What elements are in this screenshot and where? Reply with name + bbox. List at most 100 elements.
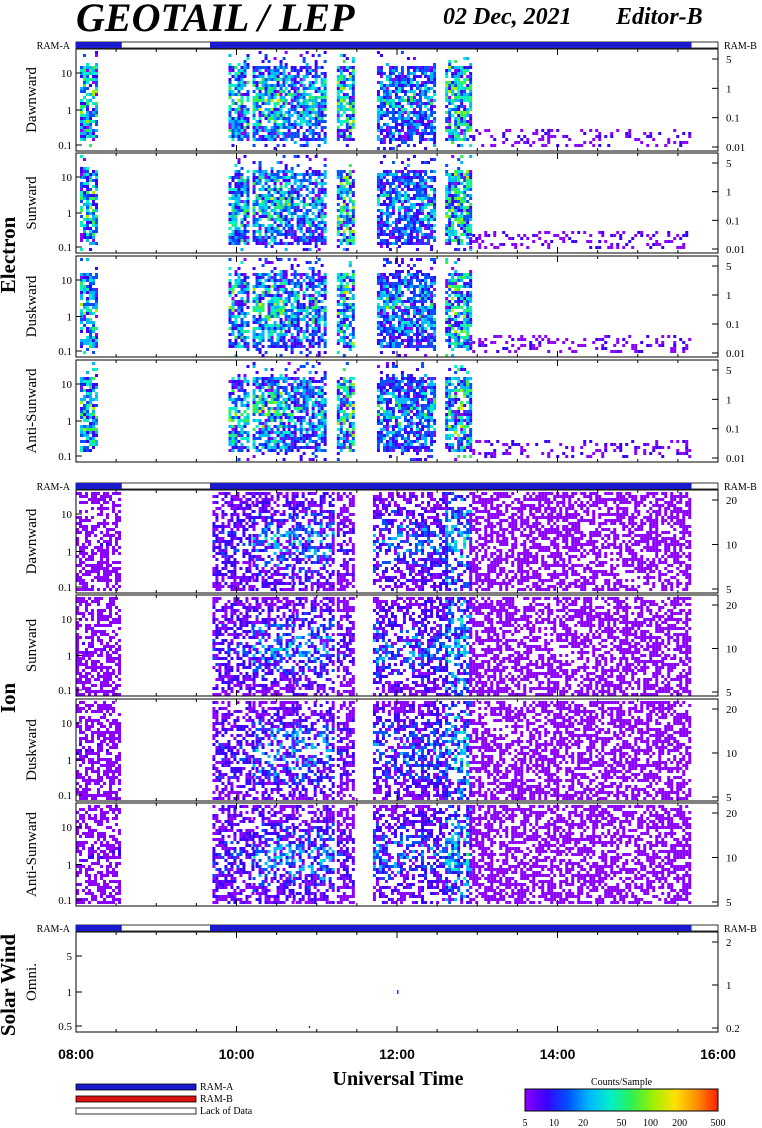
left-tick-label: 1 (67, 651, 73, 663)
colorbar-tick-label: 50 (617, 1118, 627, 1128)
right-tick-label: 10 (726, 540, 738, 552)
legend-swatch (76, 1084, 196, 1090)
right-tick-label: 0.1 (726, 113, 740, 125)
x-tick-label: 14:00 (540, 1046, 576, 1062)
panel-background (76, 932, 718, 1032)
right-tick-label: 0.01 (726, 142, 745, 154)
panel-label: Anti-Sunward (24, 368, 40, 453)
legend-label: RAM-A (200, 1082, 234, 1093)
right-tick-label: 0.1 (726, 319, 740, 331)
ram-a-segment (76, 42, 122, 48)
right-tick-label: 5 (726, 584, 732, 596)
right-tick-label: 0.01 (726, 348, 745, 360)
group-label: Solar Wind (0, 934, 20, 1036)
right-tick-label: 0.1 (726, 215, 740, 227)
left-tick-label: 5 (67, 951, 73, 963)
ram-a-segment (76, 925, 122, 931)
ram-a-segment (76, 483, 122, 489)
right-tick-label: 20 (726, 495, 738, 507)
right-tick-label: 5 (726, 365, 732, 377)
right-tick-label: 10 (726, 853, 738, 865)
left-tick-label: 1 (67, 860, 73, 872)
right-tick-label: 0.01 (726, 453, 745, 465)
right-tick-label: 1 (726, 394, 732, 406)
legend-swatch (76, 1096, 196, 1102)
x-tick-label: 08:00 (58, 1046, 94, 1062)
sw-point (397, 990, 399, 994)
panel-label: Dawnward (24, 67, 40, 133)
right-tick-label: 0.1 (726, 424, 740, 436)
ram-b-label: RAM-B (724, 924, 757, 935)
right-tick-label: 0.2 (726, 1023, 740, 1035)
right-tick-label: 5 (726, 54, 732, 66)
right-tick-label: 5 (726, 261, 732, 273)
left-tick-label: 0.1 (58, 685, 72, 697)
panel-label: Duskward (24, 275, 40, 337)
colorbar-tick-label: 5 (523, 1118, 528, 1128)
group-label: Electron (0, 216, 20, 293)
right-tick-label: 0.01 (726, 244, 745, 256)
panel-label: Sunward (24, 176, 40, 230)
ram-a-label: RAM-A (37, 41, 71, 52)
right-tick-label: 5 (726, 897, 732, 909)
colorbar-title: Counts/Sample (591, 1077, 653, 1088)
left-tick-label: 1 (67, 416, 73, 428)
panel-background (76, 49, 718, 151)
right-tick-label: 20 (726, 600, 738, 612)
ram-a-segment (210, 925, 692, 931)
left-tick-label: 1 (67, 105, 73, 117)
x-axis-title: Universal Time (333, 1068, 464, 1090)
panel-label: Anti-Sunward (24, 812, 40, 897)
sw-point (309, 1026, 311, 1028)
right-tick-label: 5 (726, 792, 732, 804)
x-tick-label: 10:00 (219, 1046, 255, 1062)
ram-b-label: RAM-B (724, 482, 757, 493)
colorbar-tick-label: 20 (578, 1118, 588, 1128)
right-tick-label: 1 (726, 187, 732, 199)
spectrogram-chart: RAM-A RAM-B Electron Dawnward 10 1 0.1 5 1 0.1 0.0… (0, 0, 762, 1128)
left-tick-label: 10 (61, 614, 73, 626)
ram-a-label: RAM-A (37, 482, 71, 493)
group-label: Ion (0, 683, 20, 714)
left-tick-label: 0.1 (58, 140, 72, 152)
left-tick-label: 10 (61, 68, 73, 80)
right-tick-label: 20 (726, 808, 738, 820)
left-tick-label: 1 (67, 547, 73, 559)
ram-a-segment (210, 483, 692, 489)
left-tick-label: 10 (61, 822, 73, 834)
left-tick-label: 1 (67, 312, 73, 324)
colorbar-tick-label: 10 (549, 1118, 559, 1128)
right-tick-label: 1 (726, 83, 732, 95)
left-tick-label: 0.1 (58, 346, 72, 358)
colorbar-tick-label: 200 (672, 1118, 687, 1128)
left-tick-label: 0.1 (58, 242, 72, 254)
left-tick-label: 0.1 (58, 895, 72, 907)
right-tick-label: 10 (726, 644, 738, 656)
ram-a-label: RAM-A (37, 924, 71, 935)
right-tick-label: 1 (726, 980, 732, 992)
legend-swatch (76, 1108, 196, 1114)
left-tick-label: 0.1 (58, 451, 72, 463)
left-tick-label: 10 (61, 379, 73, 391)
left-tick-label: 1 (67, 987, 73, 999)
panel-label: Dawnward (24, 508, 40, 574)
colorbar (525, 1089, 718, 1111)
right-tick-label: 2 (726, 937, 732, 949)
left-tick-label: 1 (67, 208, 73, 220)
left-tick-label: 0.1 (58, 582, 72, 594)
panel-label: Duskward (24, 719, 40, 781)
left-tick-label: 10 (61, 275, 73, 287)
colorbar-tick-label: 500 (711, 1118, 726, 1128)
right-tick-label: 20 (726, 704, 738, 716)
left-tick-label: 0.1 (58, 790, 72, 802)
left-tick-label: 0.5 (58, 1021, 72, 1033)
right-tick-label: 5 (726, 158, 732, 170)
right-tick-label: 5 (726, 687, 732, 699)
x-tick-label: 16:00 (700, 1046, 736, 1062)
colorbar-tick-label: 100 (643, 1118, 658, 1128)
left-tick-label: 10 (61, 509, 73, 521)
x-tick-label: 12:00 (379, 1046, 415, 1062)
left-tick-label: 1 (67, 755, 73, 767)
right-tick-label: 1 (726, 290, 732, 302)
left-tick-label: 10 (61, 718, 73, 730)
